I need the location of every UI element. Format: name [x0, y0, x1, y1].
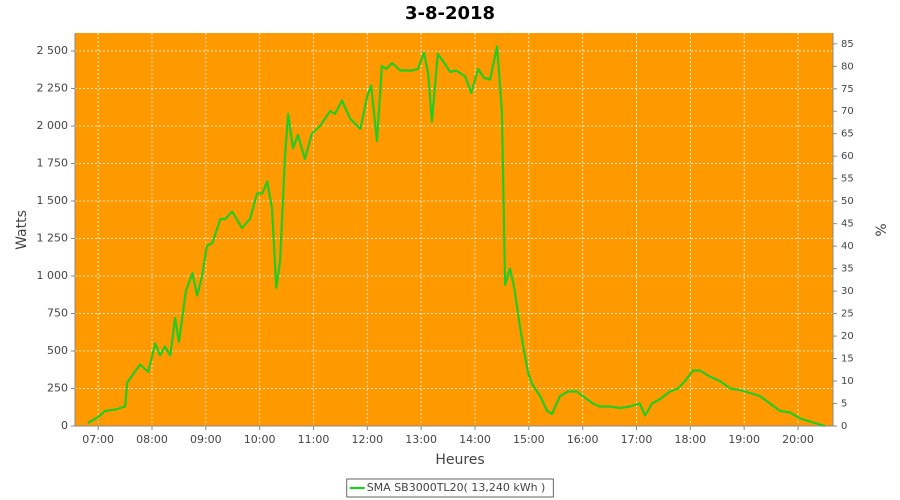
y2-tick-label: 80 — [841, 61, 854, 72]
y2-tick-label: 35 — [841, 264, 854, 275]
legend: SMA SB3000TL20( 13,240 kWh ) — [346, 478, 554, 498]
x-tick-label: 10:00 — [244, 433, 276, 446]
y2-tick-label: 60 — [841, 151, 854, 162]
legend-label: SMA SB3000TL20( 13,240 kWh ) — [367, 481, 546, 494]
y2-tick-label: 50 — [841, 196, 854, 207]
chart-title: 3-8-2018 — [405, 3, 495, 24]
x-tick-label: 09:00 — [190, 433, 222, 446]
y2-tick-label: 65 — [841, 129, 854, 140]
x-tick-label: 19:00 — [728, 433, 760, 446]
x-tick-label: 13:00 — [405, 433, 437, 446]
y-tick-label: 2 000 — [37, 119, 69, 132]
plot-area — [75, 33, 833, 426]
y2-tick-label: 45 — [841, 219, 854, 230]
x-tick-label: 14:00 — [459, 433, 491, 446]
y-tick-label: 750 — [47, 307, 68, 320]
legend-box — [346, 478, 554, 498]
x-tick-label: 17:00 — [621, 433, 653, 446]
x-tick-label: 12:00 — [351, 433, 383, 446]
y-tick-label: 1 750 — [37, 157, 69, 170]
x-tick-label: 15:00 — [513, 433, 545, 446]
y2-tick-label: 10 — [841, 376, 854, 387]
y2-tick-label: 30 — [841, 286, 854, 297]
x-tick-label: 16:00 — [567, 433, 599, 446]
y-axis-title: Watts — [14, 210, 30, 250]
y-tick-label: 2 250 — [37, 82, 69, 95]
y2-tick-label: 85 — [841, 39, 854, 50]
y2-tick-label: 15 — [841, 354, 854, 365]
y2-tick-label: 5 — [841, 399, 847, 410]
y-tick-label: 1 000 — [37, 269, 69, 282]
y2-tick-label: 75 — [841, 84, 854, 95]
y-tick-label: 500 — [47, 344, 68, 357]
y2-tick-label: 25 — [841, 309, 854, 320]
y-tick-label: 1 500 — [37, 194, 69, 207]
series-line — [87, 45, 826, 428]
y2-tick-label: 40 — [841, 241, 854, 252]
y2-axis-title: % — [874, 223, 890, 236]
y-tick-label: 0 — [61, 419, 68, 432]
y-tick-label: 250 — [47, 382, 68, 395]
y2-tick-label: 20 — [841, 331, 854, 342]
y-tick-label: 1 250 — [37, 232, 69, 245]
x-tick-label: 07:00 — [82, 433, 114, 446]
y-tick-label: 2 500 — [37, 44, 69, 57]
x-tick-label: 08:00 — [136, 433, 168, 446]
y2-tick-label: 55 — [841, 174, 854, 185]
x-tick-label: 18:00 — [674, 433, 706, 446]
x-axis-title: Heures — [435, 452, 484, 468]
x-tick-label: 11:00 — [298, 433, 330, 446]
y2-tick-label: 70 — [841, 106, 854, 117]
y2-tick-label: 0 — [841, 421, 847, 432]
x-tick-label: 20:00 — [782, 433, 814, 446]
